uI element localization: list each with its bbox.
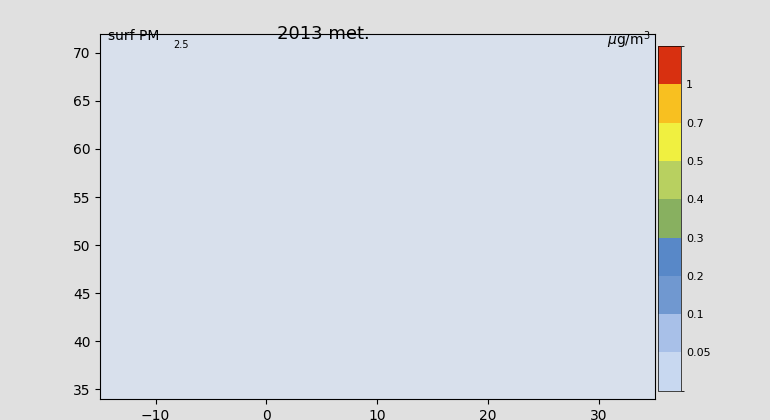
Text: 2013 met.: 2013 met. [277,25,370,43]
Text: surf PM: surf PM [108,29,159,43]
Text: $\mu$g/m$^3$: $\mu$g/m$^3$ [607,29,651,51]
Text: 2.5: 2.5 [173,40,189,50]
